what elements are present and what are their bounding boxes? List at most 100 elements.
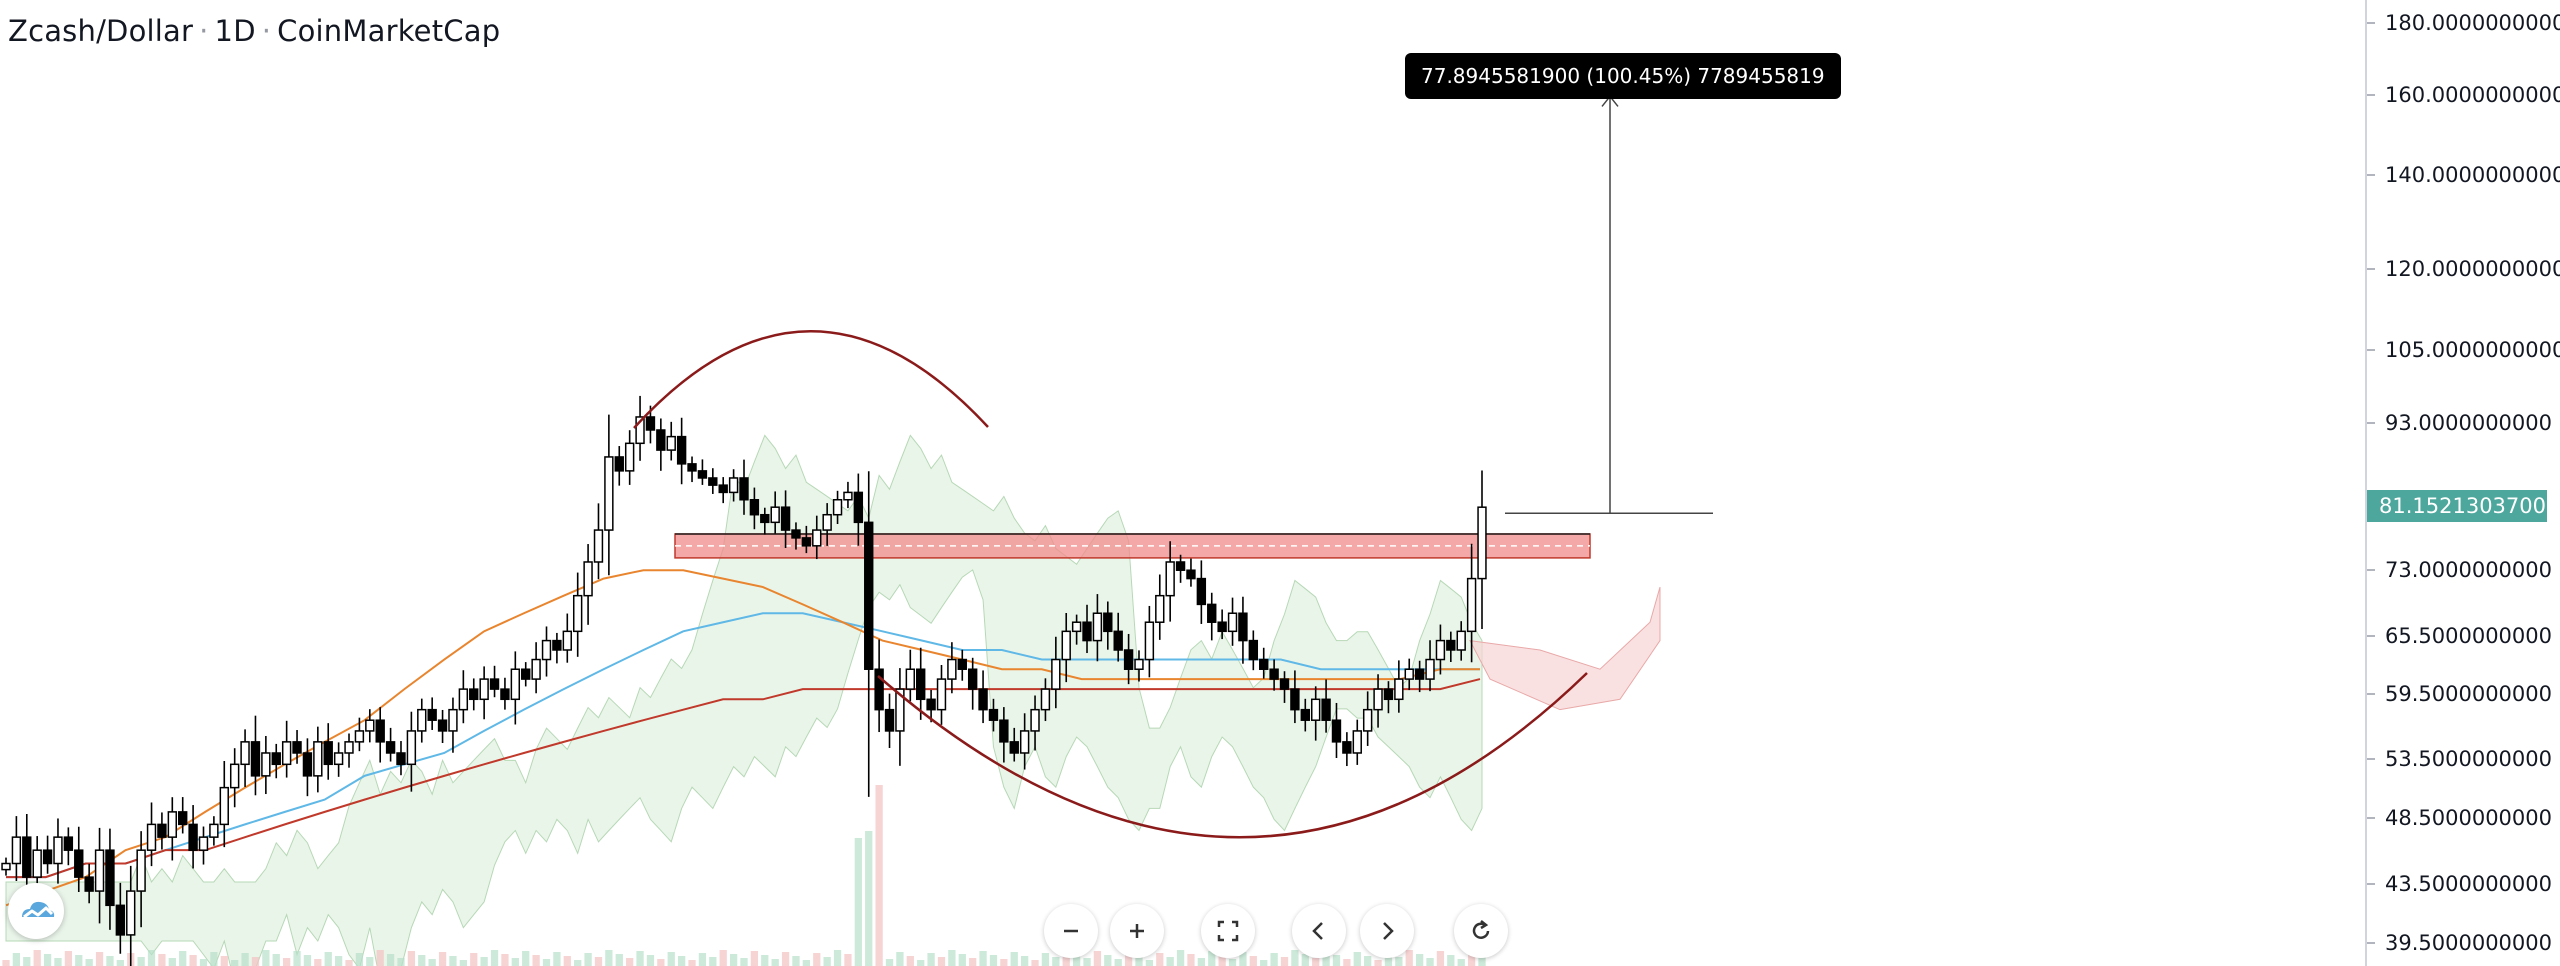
volume-bar xyxy=(220,956,228,966)
volume-bar xyxy=(43,954,52,966)
volume-bar xyxy=(1083,958,1091,966)
price-tick: 59.5000000000 xyxy=(2367,681,2560,707)
candle-body xyxy=(572,594,583,633)
volume-bar xyxy=(636,951,644,966)
price-tick: 39.5000000000 xyxy=(2367,930,2560,956)
candle-body xyxy=(1186,569,1196,580)
candle-body xyxy=(1155,594,1165,623)
candle-body xyxy=(323,741,333,766)
volume-bar xyxy=(1228,959,1237,966)
candle-body xyxy=(552,639,562,651)
zoom-in-button[interactable] xyxy=(1110,904,1164,958)
candle-body xyxy=(957,658,967,670)
volume-bar xyxy=(1093,951,1102,966)
candle-body xyxy=(749,498,760,516)
candle-body xyxy=(1352,730,1362,754)
price-tick: 140.0000000000 xyxy=(2367,162,2560,188)
candle-body xyxy=(697,470,708,479)
candle-body xyxy=(1009,741,1019,754)
candle-body xyxy=(157,823,167,838)
volume-bar xyxy=(1176,950,1185,966)
candle-body xyxy=(1196,577,1207,606)
volume-bar xyxy=(272,954,280,966)
candle-body xyxy=(645,416,656,431)
scroll-left-button[interactable] xyxy=(1292,904,1346,958)
candle-body xyxy=(84,876,94,892)
volume-bar xyxy=(189,955,197,966)
candle-body xyxy=(936,678,947,711)
volume-bar xyxy=(1166,957,1174,966)
candle-body xyxy=(178,811,188,826)
volume-bar xyxy=(1135,956,1143,966)
fullscreen-button[interactable] xyxy=(1201,904,1255,958)
volume-bar xyxy=(740,958,748,966)
candle-body xyxy=(1113,630,1123,651)
volume-bar xyxy=(813,953,821,966)
symbol-header[interactable]: Zcash/Dollar · 1D · CoinMarketCap xyxy=(8,14,500,48)
price-tick: 93.0000000000 xyxy=(2367,410,2560,436)
candle-body xyxy=(843,491,853,501)
volume-bar xyxy=(937,957,946,966)
volume-bar xyxy=(283,958,291,966)
candle-body xyxy=(718,484,728,494)
candle-body xyxy=(895,688,905,732)
volume-bar xyxy=(251,957,260,966)
volume-bar xyxy=(833,950,842,966)
candle-body xyxy=(437,719,448,732)
chart-navigation-bar xyxy=(1044,904,1514,960)
volume-bar xyxy=(106,956,114,966)
candle-body xyxy=(1331,719,1342,743)
candle-body xyxy=(687,463,697,472)
volume-bar xyxy=(771,959,779,966)
candle-body xyxy=(1238,612,1248,642)
candle-body xyxy=(427,708,437,721)
candle-body xyxy=(146,823,157,851)
chart-plot[interactable] xyxy=(0,0,2365,966)
volume-bar xyxy=(1145,960,1154,966)
candle-body xyxy=(1321,698,1331,721)
candle-body xyxy=(1217,621,1227,633)
candle-body xyxy=(1165,561,1175,597)
volume-bar xyxy=(875,785,883,966)
candle-body xyxy=(333,752,344,766)
candle-body xyxy=(770,506,780,524)
volume-bar xyxy=(522,951,530,966)
volume-bar xyxy=(1031,960,1039,966)
tradingview-logo[interactable] xyxy=(8,883,64,939)
volume-bar xyxy=(1052,957,1060,966)
volume-bar xyxy=(480,957,488,966)
candle-body xyxy=(1092,612,1103,642)
candle-body xyxy=(313,741,323,777)
candle-body xyxy=(1175,561,1186,571)
candle-body xyxy=(167,811,178,838)
moving-average-orange xyxy=(5,569,1480,907)
candle-body xyxy=(271,752,281,766)
candle-body xyxy=(1446,639,1456,651)
volume-bar xyxy=(75,955,83,966)
volume-bar xyxy=(615,954,623,966)
candle-body xyxy=(396,752,406,766)
volume-bar xyxy=(1364,956,1372,966)
zoom-out-button[interactable] xyxy=(1044,904,1098,958)
volume-bar xyxy=(698,953,707,966)
volume-bar xyxy=(1301,954,1309,966)
volume-bar xyxy=(1291,950,1299,966)
volume-bar xyxy=(719,950,727,966)
candle-body xyxy=(822,513,832,531)
candle-body xyxy=(1259,658,1269,670)
price-tick: 105.0000000000 xyxy=(2367,337,2560,363)
volume-bar xyxy=(158,954,166,966)
candle-body xyxy=(1394,678,1404,701)
price-axis[interactable]: 180.0000000000 160.0000000000 140.00000000… xyxy=(2365,0,2560,966)
scroll-right-button[interactable] xyxy=(1360,904,1414,958)
volume-bar xyxy=(355,953,364,966)
volume-bar xyxy=(1104,955,1112,966)
volume-bar xyxy=(927,953,935,966)
reset-chart-button[interactable] xyxy=(1454,904,1508,958)
volume-bar xyxy=(407,951,416,966)
volume-bar xyxy=(1478,956,1486,966)
volume-bar xyxy=(1260,960,1268,966)
candle-body xyxy=(884,708,895,732)
volume-bar xyxy=(449,956,457,966)
chart-pane[interactable]: Zcash/Dollar · 1D · CoinMarketCap 77.8945581… xyxy=(0,0,2365,966)
